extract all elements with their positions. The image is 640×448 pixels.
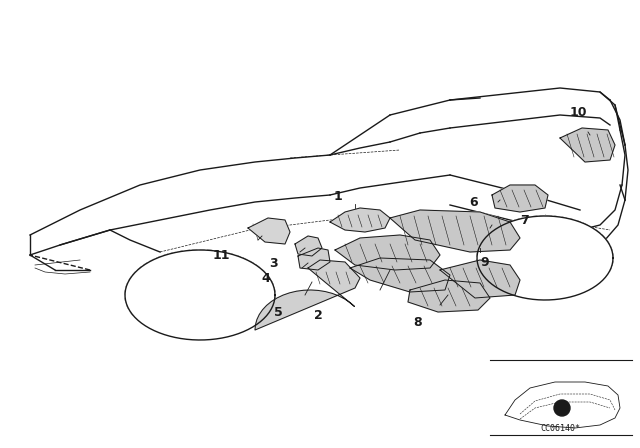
Circle shape (554, 400, 570, 416)
Polygon shape (255, 260, 360, 330)
Polygon shape (408, 280, 490, 312)
Text: CC06140*: CC06140* (540, 423, 580, 432)
Text: 1: 1 (333, 190, 342, 202)
Text: 3: 3 (269, 257, 278, 270)
Text: 4: 4 (261, 271, 270, 284)
Text: 5: 5 (274, 306, 282, 319)
Polygon shape (335, 235, 440, 270)
Text: 10: 10 (569, 105, 587, 119)
Polygon shape (298, 248, 330, 270)
Text: 8: 8 (413, 315, 422, 328)
Polygon shape (125, 250, 275, 340)
Text: 9: 9 (480, 255, 488, 268)
Text: 7: 7 (520, 214, 529, 227)
Polygon shape (295, 236, 322, 256)
Polygon shape (390, 210, 520, 252)
Polygon shape (248, 218, 290, 244)
Text: 6: 6 (469, 195, 478, 208)
Text: 2: 2 (314, 309, 323, 322)
Polygon shape (477, 216, 613, 300)
Polygon shape (505, 382, 620, 428)
Polygon shape (440, 260, 520, 298)
Polygon shape (350, 258, 450, 292)
Text: 11: 11 (212, 249, 230, 262)
Polygon shape (330, 208, 390, 232)
Polygon shape (492, 185, 548, 212)
Polygon shape (560, 128, 615, 162)
